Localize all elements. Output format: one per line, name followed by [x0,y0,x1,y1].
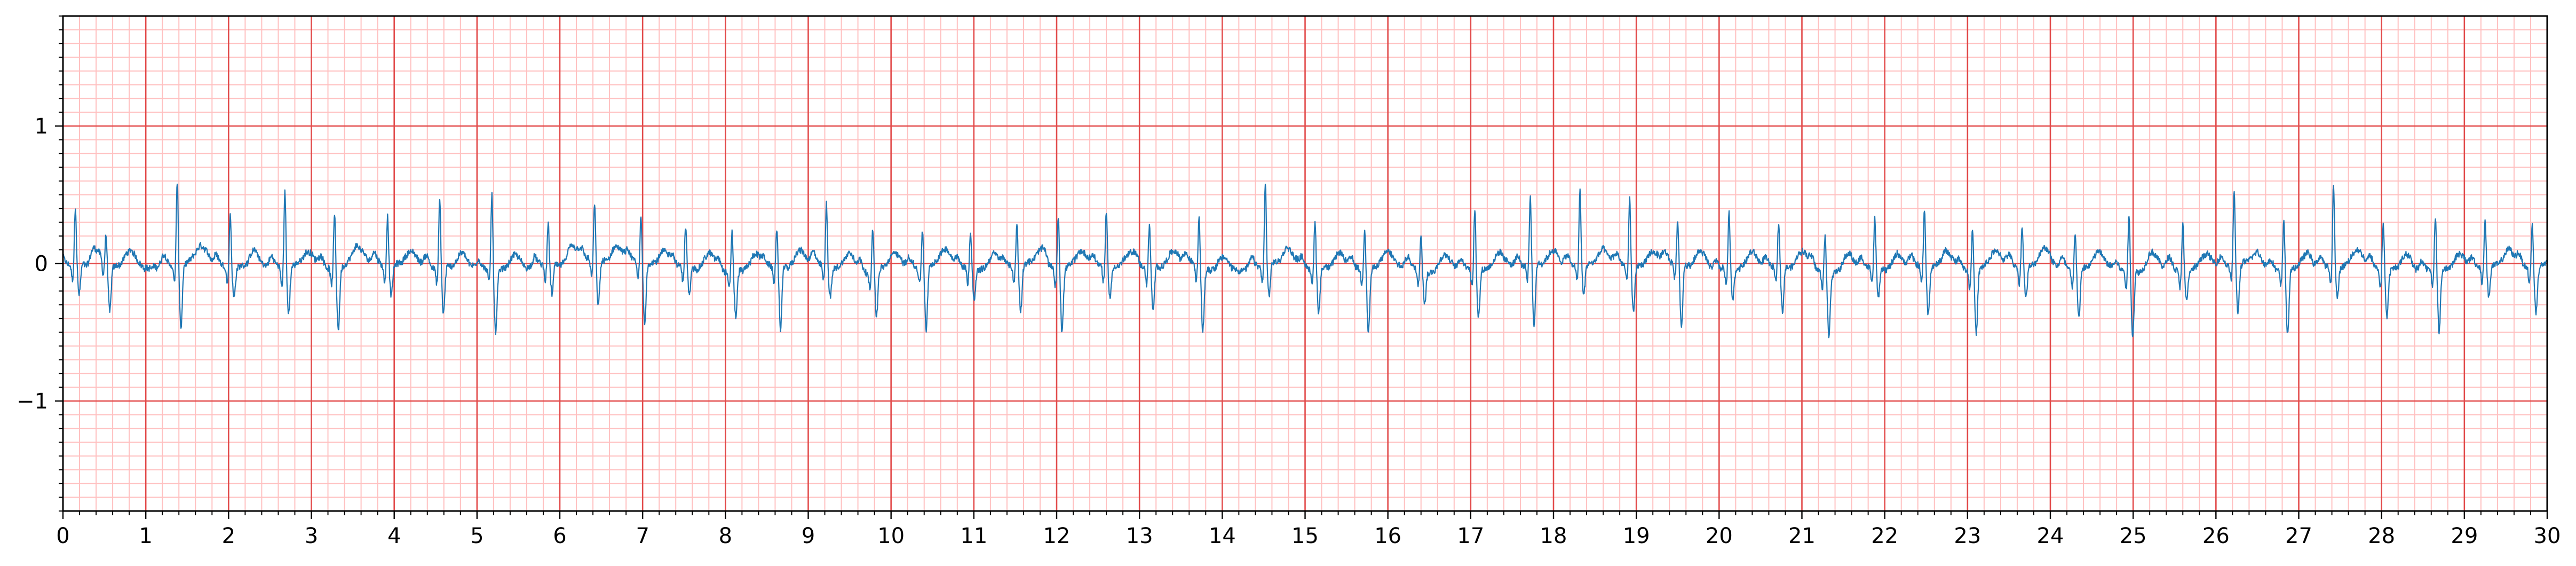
x-tick-label: 26 [2202,524,2230,548]
x-tick-label: 11 [960,524,987,548]
x-tick-label: 10 [877,524,905,548]
x-tick-label: 8 [719,524,732,548]
x-tick-label: 24 [2037,524,2064,548]
x-tick-label: 5 [470,524,484,548]
x-tick-label: 9 [802,524,815,548]
x-tick-label: 3 [305,524,318,548]
x-tick-label: 14 [1209,524,1236,548]
x-tick-label: 19 [1623,524,1650,548]
x-tick-label: 4 [387,524,401,548]
x-tick-label: 15 [1291,524,1319,548]
y-tick-label: 0 [35,252,48,277]
x-tick-label: 25 [2120,524,2147,548]
x-axis-ticks: 0 1 2 3 4 5 6 7 8 9 10 11 12 13 14 15 16 17 18 19 20 21 22 23 24… [56,511,2561,548]
x-tick-label: 28 [2368,524,2395,548]
x-tick-label: 21 [1788,524,1816,548]
x-tick-label: 22 [1871,524,1898,548]
y-axis-ticks: −1 0 1 [17,15,63,512]
x-tick-label: 12 [1043,524,1071,548]
y-tick-label: −1 [17,389,48,414]
x-tick-label: 23 [1954,524,1981,548]
x-tick-label: 1 [139,524,152,548]
x-tick-label: 7 [636,524,649,548]
x-tick-label: 13 [1126,524,1153,548]
x-tick-label: 17 [1457,524,1484,548]
x-tick-label: 30 [2534,524,2561,548]
x-tick-label: 29 [2451,524,2478,548]
x-tick-label: 2 [222,524,235,548]
ecg-trace-line [62,183,2548,339]
trace-layer [62,183,2548,339]
x-tick-label: 16 [1374,524,1401,548]
x-tick-label: 27 [2285,524,2312,548]
x-tick-label: 6 [553,524,566,548]
x-tick-label: 20 [1706,524,1733,548]
x-tick-label: 18 [1540,524,1567,548]
x-tick-label: 0 [56,524,69,548]
y-tick-label: 1 [35,114,48,139]
